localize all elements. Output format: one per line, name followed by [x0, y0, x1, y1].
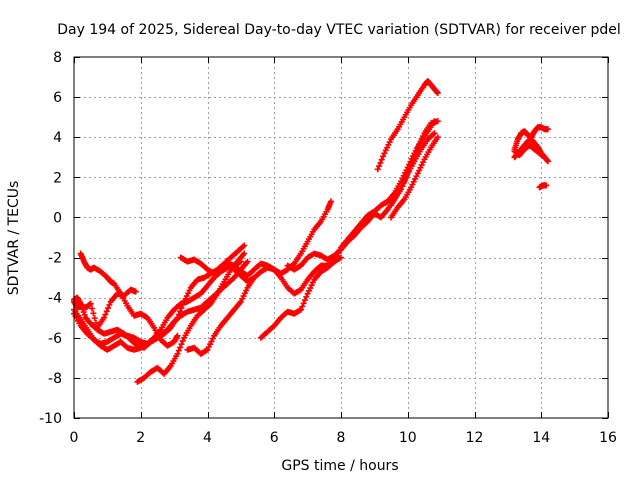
y-tick-label: -6	[48, 331, 62, 347]
y-tick-label: 4	[53, 130, 62, 146]
data-point	[377, 159, 384, 166]
series-track-6	[177, 198, 334, 279]
grid-lines	[74, 57, 608, 418]
series-track-5	[71, 258, 251, 347]
data-point	[78, 303, 85, 310]
data-point	[434, 90, 441, 97]
data-point	[300, 300, 307, 307]
data-point	[174, 350, 181, 357]
series-track-13	[388, 118, 441, 209]
data-point	[544, 126, 551, 133]
data-point	[299, 303, 306, 310]
x-tick-label: 10	[399, 430, 417, 446]
data-point	[241, 242, 248, 249]
data-point	[406, 165, 413, 172]
data-point	[178, 341, 185, 348]
data-point	[540, 153, 547, 160]
x-tick-label: 6	[270, 430, 279, 446]
data-point	[86, 301, 93, 308]
data-point	[404, 171, 411, 178]
data-point	[434, 118, 441, 125]
data-point	[408, 162, 415, 169]
data-point	[79, 306, 86, 313]
data-point	[378, 156, 385, 163]
y-tick-label: 0	[53, 210, 62, 226]
data-point	[103, 308, 110, 315]
data-point	[380, 153, 387, 160]
data-point	[177, 344, 184, 351]
chart-title: Day 194 of 2025, Sidereal Day-to-day VTE…	[57, 22, 621, 38]
series-track-8	[184, 274, 258, 357]
data-point	[409, 158, 416, 165]
data-point	[402, 175, 409, 182]
data-point	[87, 300, 94, 307]
series-track-15	[511, 124, 551, 153]
series-track-12	[374, 78, 441, 173]
data-point	[81, 311, 88, 318]
x-tick-label: 12	[466, 430, 484, 446]
x-tick-label: 4	[203, 430, 212, 446]
data-point	[374, 166, 381, 173]
x-tick-label: 8	[337, 430, 346, 446]
data-point	[543, 182, 550, 189]
x-tick-label: 14	[532, 430, 550, 446]
x-axis-label: GPS time / hours	[281, 458, 398, 474]
plot-frame	[73, 56, 609, 419]
series-track-9	[134, 250, 248, 385]
data-point	[105, 305, 112, 312]
y-tick-label: 2	[53, 170, 62, 186]
data-point	[410, 155, 417, 162]
data-points	[71, 78, 551, 385]
data-point	[106, 301, 113, 308]
data-point	[132, 288, 139, 295]
y-tick-label: -8	[48, 371, 62, 387]
y-tick-label: -10	[39, 411, 62, 427]
data-point	[241, 250, 248, 257]
series-track-18	[536, 182, 550, 191]
data-point	[90, 310, 97, 317]
data-point	[297, 306, 304, 313]
data-point	[376, 163, 383, 170]
data-point	[405, 168, 412, 175]
y-tick-label: -4	[48, 291, 62, 307]
y-tick-label: 6	[53, 90, 62, 106]
data-point	[401, 178, 408, 185]
data-point	[77, 300, 84, 307]
series-track-17	[511, 142, 548, 161]
data-point	[91, 315, 98, 322]
data-point	[301, 297, 308, 304]
data-point	[303, 293, 310, 300]
data-point	[327, 198, 334, 205]
series-track-10	[257, 118, 438, 341]
data-point	[102, 311, 109, 318]
x-tick-label: 16	[599, 430, 617, 446]
y-tick-label: -2	[48, 251, 62, 267]
data-point	[541, 154, 548, 161]
data-point	[413, 147, 420, 154]
data-point	[338, 254, 344, 261]
x-tick-label: 2	[136, 430, 145, 446]
data-point	[89, 305, 96, 312]
data-point	[434, 134, 441, 141]
data-point	[174, 332, 181, 339]
data-point	[244, 258, 251, 265]
data-point	[179, 337, 186, 344]
data-point	[544, 158, 551, 165]
data-point	[101, 314, 108, 321]
axes: 0 2 4 6 8 10 12 14 16 -10 -8 -6 -4 -2 0 2 4 6 8	[39, 50, 617, 446]
data-point	[431, 130, 438, 137]
data-point	[412, 151, 419, 158]
data-point	[175, 347, 182, 354]
y-axis-label: SDTVAR / TECUs	[6, 181, 22, 296]
data-point	[251, 274, 258, 281]
series-track-14	[388, 134, 441, 221]
data-point	[80, 309, 87, 316]
x-tick-label: 0	[70, 430, 79, 446]
y-tick-label: 8	[53, 50, 62, 66]
series-track-7	[224, 254, 344, 297]
